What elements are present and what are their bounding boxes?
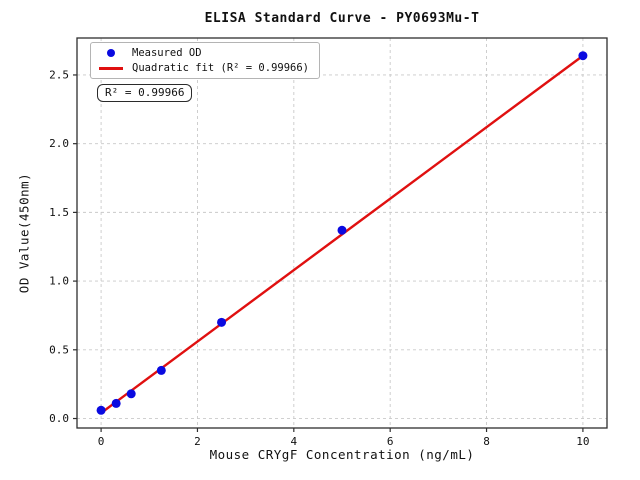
scatter-marker-icon: [107, 49, 115, 57]
x-tick-label: 10: [576, 435, 589, 448]
y-tick-label: 1.0: [49, 275, 69, 288]
data-point: [578, 51, 588, 61]
x-tick-label: 4: [291, 435, 298, 448]
r-squared-annotation: R² = 0.99966: [97, 84, 193, 102]
line-marker-icon: [99, 66, 123, 70]
data-point: [111, 398, 121, 408]
y-tick-label: 0.0: [49, 412, 69, 425]
legend-label: Measured OD: [132, 47, 202, 59]
y-tick-label: 1.5: [49, 206, 69, 219]
x-tick-label: 6: [387, 435, 394, 448]
x-tick-label: 8: [483, 435, 490, 448]
legend-label: Quadratic fit (R² = 0.99966): [132, 62, 310, 74]
x-tick-label: 0: [98, 435, 105, 448]
y-tick-label: 0.5: [49, 343, 69, 356]
data-point: [96, 405, 106, 415]
x-axis-label: Mouse CRYgF Concentration (ng/mL): [209, 447, 475, 462]
data-point: [156, 365, 166, 375]
y-tick-label: 2.0: [49, 137, 69, 150]
y-axis-label: OD Value(450nm): [16, 172, 32, 294]
data-point: [126, 389, 136, 399]
plot-border: [76, 37, 608, 429]
legend-item-quadratic-fit: Quadratic fit (R² = 0.99966): [99, 62, 309, 74]
chart-title: ELISA Standard Curve - PY0693Mu-T: [204, 11, 480, 26]
x-tick-label: 2: [194, 435, 201, 448]
data-point: [337, 225, 347, 235]
legend-item-measured-od: Measured OD: [99, 47, 309, 59]
data-point: [217, 317, 227, 327]
legend: Measured OD Quadratic fit (R² = 0.99966): [90, 42, 321, 79]
y-tick-label: 2.5: [49, 68, 69, 81]
